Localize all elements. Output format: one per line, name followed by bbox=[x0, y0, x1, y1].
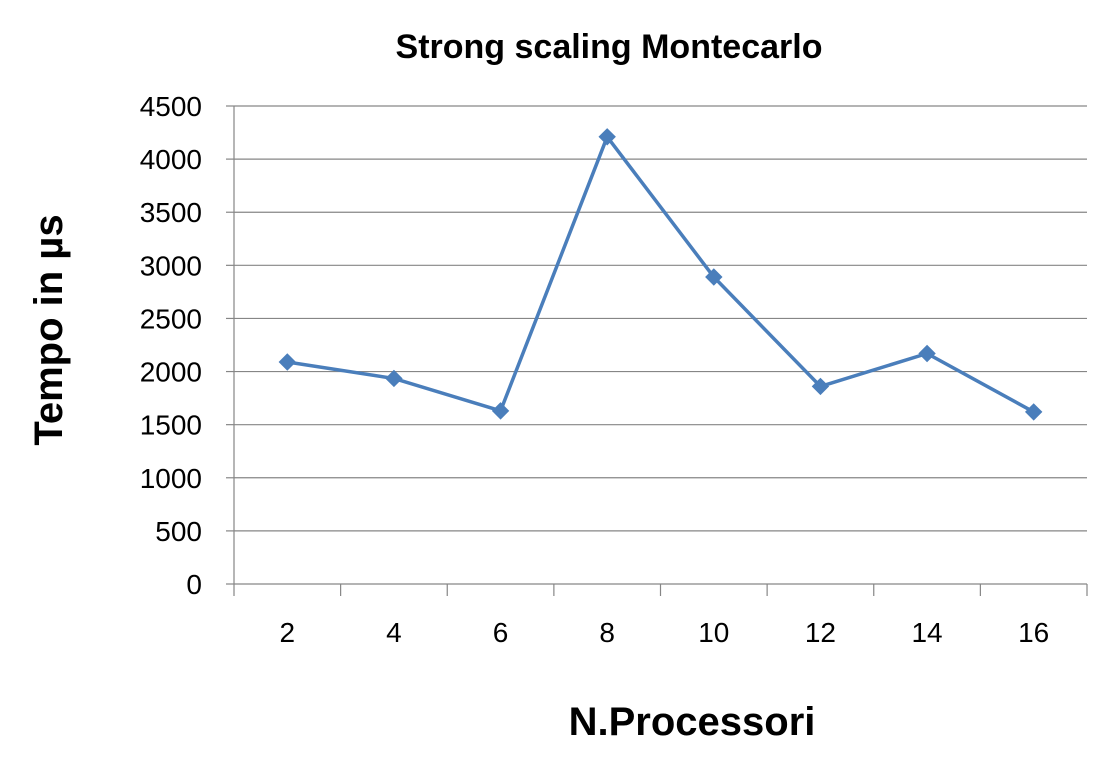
x-tick-label: 12 bbox=[805, 617, 836, 648]
data-point bbox=[811, 377, 830, 396]
series-line bbox=[287, 135, 1035, 414]
data-point bbox=[598, 128, 616, 146]
data-point bbox=[491, 402, 510, 420]
y-axis-label: Tempo in µs bbox=[27, 214, 71, 445]
x-tick-label: 16 bbox=[1018, 617, 1049, 648]
x-tick-label: 8 bbox=[599, 617, 615, 648]
gridlines bbox=[234, 105, 1087, 532]
y-tick-label: 1500 bbox=[140, 410, 202, 441]
axes bbox=[226, 105, 1088, 596]
x-axis-label: N.Processori bbox=[569, 700, 816, 744]
y-tick-label: 3500 bbox=[140, 197, 202, 228]
y-tick-label: 3000 bbox=[140, 250, 202, 281]
y-tick-label: 4000 bbox=[140, 144, 202, 175]
x-tick-label: 2 bbox=[280, 617, 296, 648]
series-layer bbox=[278, 128, 1043, 421]
y-tick-label: 0 bbox=[186, 569, 202, 600]
y-tick-label: 1000 bbox=[140, 463, 202, 494]
data-point bbox=[1024, 403, 1043, 421]
x-tick-label: 4 bbox=[386, 617, 402, 648]
y-tick-labels: 0 500 1000 1500 2000 2500 3000 3500 4000 4500 bbox=[140, 91, 202, 600]
y-tick-label: 500 bbox=[155, 516, 202, 547]
x-tick-label: 10 bbox=[698, 617, 729, 648]
data-point bbox=[385, 369, 403, 388]
y-tick-label: 2500 bbox=[140, 303, 202, 334]
x-tick-labels: 2 4 6 8 10 12 14 16 bbox=[280, 617, 1050, 648]
y-tick-label: 2000 bbox=[140, 357, 202, 388]
y-tick-label: 4500 bbox=[140, 91, 202, 122]
x-tick-label: 6 bbox=[493, 617, 509, 648]
chart-title: Strong scaling Montecarlo bbox=[396, 28, 823, 66]
data-point bbox=[705, 268, 723, 286]
x-tick-label: 14 bbox=[911, 617, 942, 648]
data-point bbox=[918, 344, 936, 363]
data-point bbox=[278, 353, 297, 371]
